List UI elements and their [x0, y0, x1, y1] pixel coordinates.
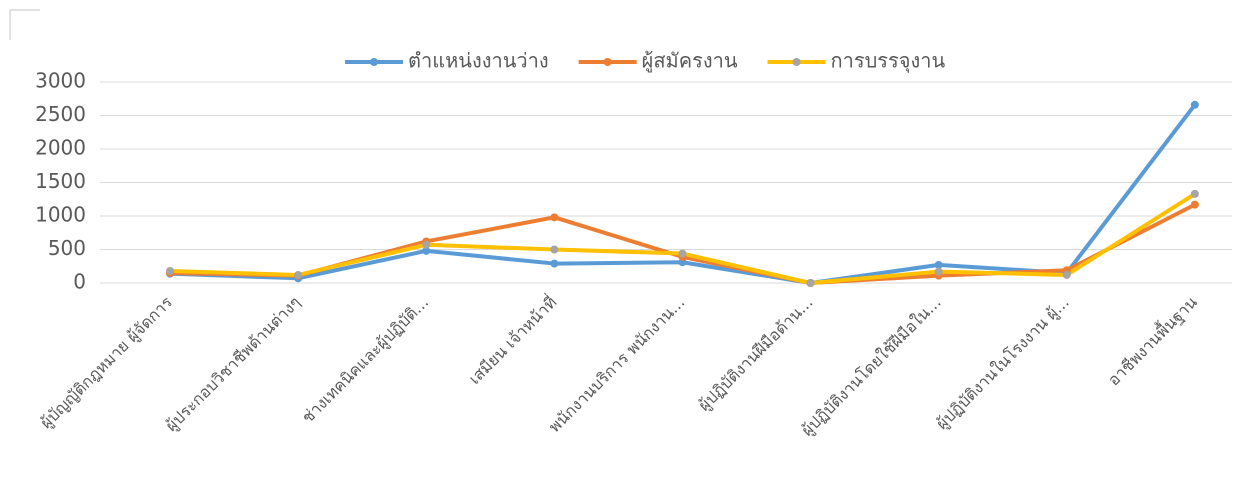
point: [934, 267, 943, 276]
x-tick-label: ผู้ปฏิบัติงานในโรงงาน ผู้...: [932, 293, 1073, 434]
legend-marker: [603, 58, 612, 66]
point: [550, 245, 559, 254]
point: [1190, 189, 1199, 198]
point: [1062, 270, 1071, 279]
point: [294, 270, 303, 279]
x-tick-label: ช่างเทคนิคและผู้ปฏิบัติ...: [298, 293, 433, 428]
x-tick-label: ผู้บัญญัติกฎหมาย ผู้จัดการ: [36, 292, 177, 433]
legend-label: ตำแหน่งงานว่าง: [408, 49, 549, 73]
y-tick-label: 3000: [35, 69, 86, 93]
legend: ตำแหน่งงานว่าง ผู้สมัครงาน การบรรจุงาน: [345, 49, 946, 74]
y-tick-label: 1500: [35, 169, 86, 193]
legend-label: การบรรจุงาน: [831, 49, 946, 74]
x-tick-label: ผู้ปฏิบัติงานฝีมือด้าน...: [694, 293, 817, 416]
point: [934, 260, 943, 269]
point: [166, 266, 175, 275]
point: [422, 246, 431, 255]
y-tick-label: 2500: [35, 102, 86, 126]
legend-marker: [792, 58, 801, 66]
point: [678, 249, 687, 258]
y-tick-label: 500: [48, 236, 86, 260]
point: [806, 279, 815, 287]
y-tick-label: 0: [73, 270, 86, 294]
x-tick-label: เสมียน เจ้าหน้าที่: [463, 291, 560, 388]
frame: [9, 9, 40, 40]
legend-marker: [370, 58, 378, 66]
point: [422, 240, 431, 249]
point: [550, 213, 559, 222]
y-tick-label: 1000: [35, 203, 86, 227]
legend-label: ผู้สมัครงาน: [642, 49, 738, 74]
x-tick-label: พนักงานบริการ พนักงาน...: [545, 293, 689, 437]
x-tick-label: อาชีพงานพื้นฐาน: [1103, 291, 1201, 389]
x-tick-label: ผู้ประกอบวิชาชีพด้านต่างๆ: [162, 293, 305, 436]
point: [550, 259, 559, 268]
x-tick-label: ผู้ปฏิบัติงานโดยใช้ฝีมือใน...: [797, 293, 945, 441]
y-tick-label: 2000: [35, 136, 86, 160]
point: [1190, 100, 1199, 109]
point: [1190, 200, 1199, 209]
